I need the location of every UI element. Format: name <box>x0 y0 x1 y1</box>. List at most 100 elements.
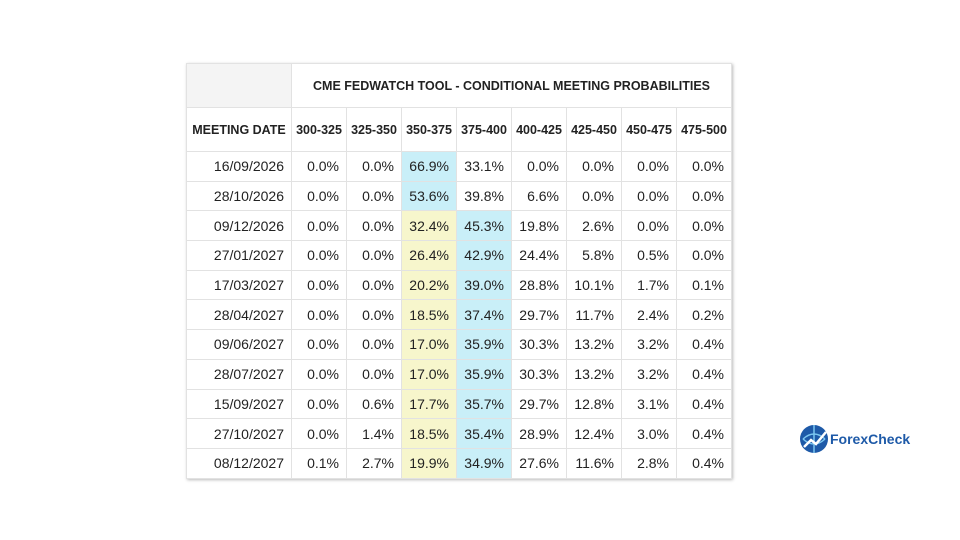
probability-cell: 0.0% <box>511 151 567 182</box>
probability-cell: 2.4% <box>621 299 677 331</box>
probability-cell: 28.8% <box>511 269 567 301</box>
probability-cell: 30.3% <box>511 358 567 390</box>
probability-cell: 0.4% <box>676 388 732 420</box>
probability-cell: 0.0% <box>291 388 347 420</box>
probability-cell: 0.0% <box>291 358 347 390</box>
probability-cell: 0.5% <box>621 240 677 271</box>
column-header: 400-425 <box>511 107 567 152</box>
probability-cell: 29.7% <box>511 299 567 331</box>
probability-cell: 2.8% <box>621 447 677 479</box>
corner-cell <box>186 63 292 108</box>
probability-cell: 35.9% <box>456 329 512 360</box>
column-header: 425-450 <box>566 107 622 152</box>
probability-cell: 0.0% <box>676 210 732 242</box>
probability-cell: 10.1% <box>566 269 622 301</box>
probability-cell: 39.8% <box>456 180 512 212</box>
probability-cell: 0.0% <box>346 180 402 212</box>
probability-cell: 53.6% <box>401 180 457 212</box>
data-row: 28/10/2026 0.0% 0.0% 53.6% 39.8% 6.6% 0.0% 0.0%… <box>186 180 732 212</box>
data-row: 15/09/2027 0.0% 0.6% 17.7% 35.7% 29.7% 12.8% 3.… <box>186 388 732 420</box>
data-row: 27/10/2027 0.0% 1.4% 18.5% 35.4% 28.9% 12.4% 3.… <box>186 418 732 449</box>
probability-cell: 0.4% <box>676 329 732 360</box>
data-row: 09/06/2027 0.0% 0.0% 17.0% 35.9% 30.3% 13.2% 3.… <box>186 329 732 360</box>
column-header: 450-475 <box>621 107 677 152</box>
probability-cell: 3.2% <box>621 329 677 360</box>
probability-cell: 29.7% <box>511 388 567 420</box>
probability-cell: 0.0% <box>346 151 402 182</box>
probability-cell: 0.0% <box>346 358 402 390</box>
probability-cell: 0.1% <box>676 269 732 301</box>
probability-cell: 66.9% <box>401 151 457 182</box>
date-cell: 08/12/2027 <box>186 447 292 479</box>
probability-cell: 2.6% <box>566 210 622 242</box>
probability-cell: 0.0% <box>291 180 347 212</box>
logo-text: Check <box>868 431 911 447</box>
probability-cell: 0.0% <box>621 210 677 242</box>
date-cell: 27/01/2027 <box>186 240 292 271</box>
probability-cell: 11.7% <box>566 299 622 331</box>
probability-cell: 0.2% <box>676 299 732 331</box>
probability-cell: 0.4% <box>676 447 732 479</box>
probability-cell: 42.9% <box>456 240 512 271</box>
logo-text: Forex <box>830 431 869 447</box>
probability-cell: 0.0% <box>291 240 347 271</box>
probability-cell: 3.2% <box>621 358 677 390</box>
probability-cell: 0.0% <box>291 269 347 301</box>
header-row: MEETING DATE 300-325 325-350 350-375 375-400… <box>186 107 732 152</box>
column-header: 350-375 <box>401 107 457 152</box>
date-cell: 28/04/2027 <box>186 299 292 331</box>
probability-cell: 0.0% <box>346 299 402 331</box>
column-header: 375-400 <box>456 107 512 152</box>
probability-cell: 1.4% <box>346 418 402 449</box>
probability-cell: 20.2% <box>401 269 457 301</box>
data-row: 17/03/2027 0.0% 0.0% 20.2% 39.0% 28.8% 10.1% 1.… <box>186 269 732 301</box>
probability-cell: 0.0% <box>676 180 732 212</box>
probability-table: CME FEDWATCH TOOL - CONDITIONAL MEETING … <box>186 63 732 479</box>
probability-cell: 0.0% <box>621 151 677 182</box>
probability-cell: 2.7% <box>346 447 402 479</box>
probability-cell: 0.0% <box>676 240 732 271</box>
data-row: 28/04/2027 0.0% 0.0% 18.5% 37.4% 29.7% 11.7% 2.… <box>186 299 732 331</box>
probability-cell: 13.2% <box>566 329 622 360</box>
probability-cell: 17.0% <box>401 358 457 390</box>
probability-cell: 0.1% <box>291 447 347 479</box>
probability-cell: 6.6% <box>511 180 567 212</box>
probability-cell: 45.3% <box>456 210 512 242</box>
data-row: 27/01/2027 0.0% 0.0% 26.4% 42.9% 24.4% 5.8% 0.5… <box>186 240 732 271</box>
probability-cell: 13.2% <box>566 358 622 390</box>
column-header: MEETING DATE <box>186 107 292 152</box>
probability-cell: 0.0% <box>291 151 347 182</box>
probability-cell: 0.4% <box>676 418 732 449</box>
probability-cell: 0.6% <box>346 388 402 420</box>
date-cell: 17/03/2027 <box>186 269 292 301</box>
column-header: 325-350 <box>346 107 402 152</box>
probability-cell: 19.8% <box>511 210 567 242</box>
probability-cell: 35.9% <box>456 358 512 390</box>
probability-cell: 0.4% <box>676 358 732 390</box>
data-row: 28/07/2027 0.0% 0.0% 17.0% 35.9% 30.3% 13.2% 3.… <box>186 358 732 390</box>
probability-cell: 0.0% <box>566 151 622 182</box>
probability-cell: 24.4% <box>511 240 567 271</box>
title-row: CME FEDWATCH TOOL - CONDITIONAL MEETING … <box>186 63 732 108</box>
date-cell: 15/09/2027 <box>186 388 292 420</box>
column-header: 475-500 <box>676 107 732 152</box>
data-row: 08/12/2027 0.1% 2.7% 19.9% 34.9% 27.6% 11.6% 2.… <box>186 447 732 479</box>
date-cell: 28/10/2026 <box>186 180 292 212</box>
column-header: 300-325 <box>291 107 347 152</box>
date-cell: 27/10/2027 <box>186 418 292 449</box>
probability-cell: 30.3% <box>511 329 567 360</box>
probability-cell: 19.9% <box>401 447 457 479</box>
probability-cell: 27.6% <box>511 447 567 479</box>
probability-cell: 35.4% <box>456 418 512 449</box>
probability-cell: 18.5% <box>401 299 457 331</box>
probability-cell: 0.0% <box>621 180 677 212</box>
probability-cell: 32.4% <box>401 210 457 242</box>
probability-cell: 33.1% <box>456 151 512 182</box>
probability-cell: 34.9% <box>456 447 512 479</box>
date-cell: 09/12/2026 <box>186 210 292 242</box>
logo: Forex Check <box>798 423 910 455</box>
probability-cell: 0.0% <box>346 269 402 301</box>
date-cell: 09/06/2027 <box>186 329 292 360</box>
probability-cell: 26.4% <box>401 240 457 271</box>
